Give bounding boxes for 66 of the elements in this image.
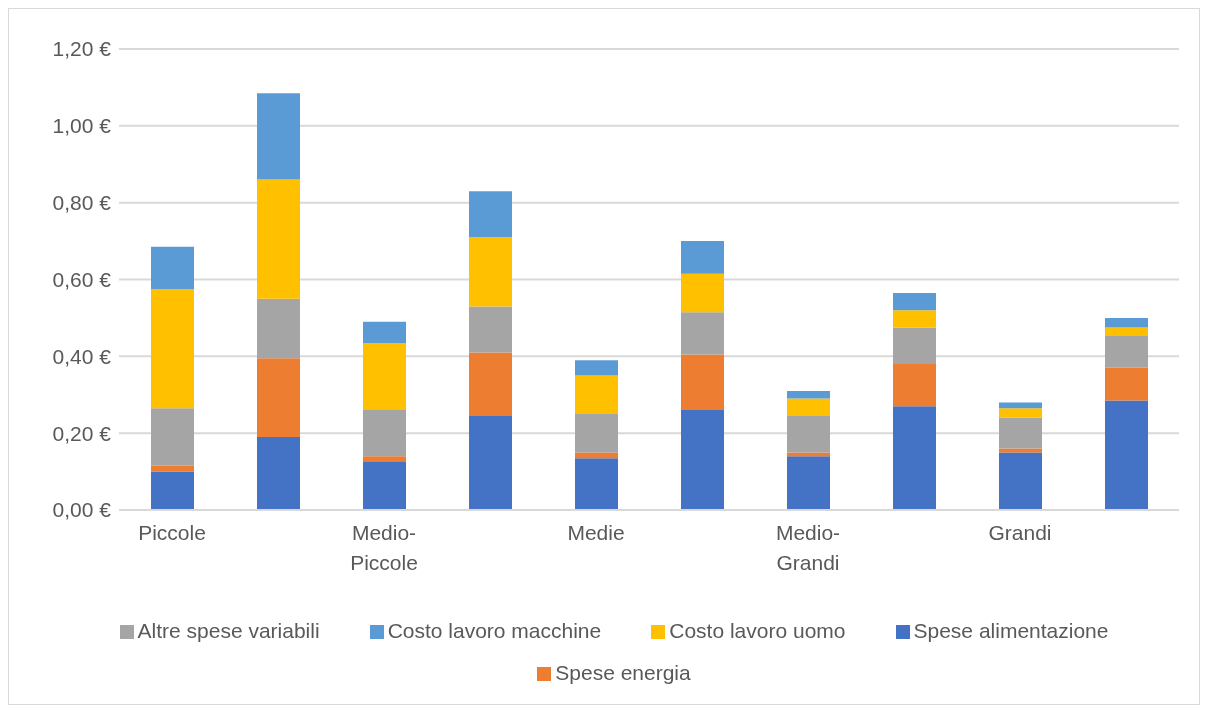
bar [363, 410, 406, 457]
bar [1105, 317, 1148, 328]
bar [1105, 335, 1148, 368]
legend-label: Costo lavoro macchine [387, 619, 602, 642]
bar [575, 413, 618, 453]
bar [363, 321, 406, 343]
legend-label: Altre spese variabili [137, 619, 320, 642]
bar [575, 458, 618, 510]
x-tick-label: Grandi [988, 521, 1052, 544]
bar [469, 306, 512, 353]
bar [681, 410, 724, 510]
bar [469, 237, 512, 307]
bar [257, 179, 300, 299]
bar [1105, 327, 1148, 336]
bar [787, 398, 830, 416]
legend-label: Spese energia [555, 661, 691, 684]
bar [893, 406, 936, 510]
bar [151, 465, 194, 472]
bar [257, 298, 300, 359]
x-tick-label: Medie [567, 521, 625, 544]
bar [469, 415, 512, 510]
x-tick-label: Piccole [138, 521, 206, 544]
bar [575, 375, 618, 414]
legend-label: Spese alimentazione [913, 619, 1109, 642]
bar [681, 312, 724, 355]
bar [151, 471, 194, 510]
bar [893, 310, 936, 328]
x-tick-label: Medio-Grandi [775, 521, 841, 574]
x-tick-label: Medio-Piccole [350, 521, 418, 574]
y-tick-label: 0,80 € [52, 191, 112, 215]
y-tick-label: 0,20 € [52, 421, 112, 445]
bar [787, 390, 830, 399]
bar [257, 358, 300, 438]
bar [893, 292, 936, 311]
bar [469, 191, 512, 238]
bar [363, 456, 406, 462]
bar [787, 456, 830, 510]
bar [681, 354, 724, 411]
bar [363, 461, 406, 510]
bar [893, 327, 936, 365]
bar [575, 452, 618, 459]
bar [257, 437, 300, 510]
bar [787, 452, 830, 457]
y-tick-label: 0,40 € [52, 344, 112, 368]
bar [787, 415, 830, 453]
legend-label: Costo lavoro uomo [669, 619, 846, 642]
y-tick-label: 0,60 € [52, 267, 112, 291]
bar [575, 360, 618, 376]
bar [1105, 400, 1148, 510]
bar [893, 364, 936, 407]
bar [257, 93, 300, 180]
bar [469, 352, 512, 416]
bar [999, 417, 1042, 449]
y-tick-label: 1,20 € [52, 37, 112, 61]
bar [681, 273, 724, 313]
y-tick-label: 0,00 € [52, 498, 112, 522]
y-tick-label: 1,00 € [52, 114, 112, 138]
bar [999, 402, 1042, 409]
bar [363, 342, 406, 411]
bar [1105, 367, 1148, 401]
bar [999, 452, 1042, 510]
bar [151, 246, 194, 290]
bar [999, 408, 1042, 418]
bar [681, 241, 724, 274]
bar [151, 408, 194, 466]
bar [151, 289, 194, 409]
